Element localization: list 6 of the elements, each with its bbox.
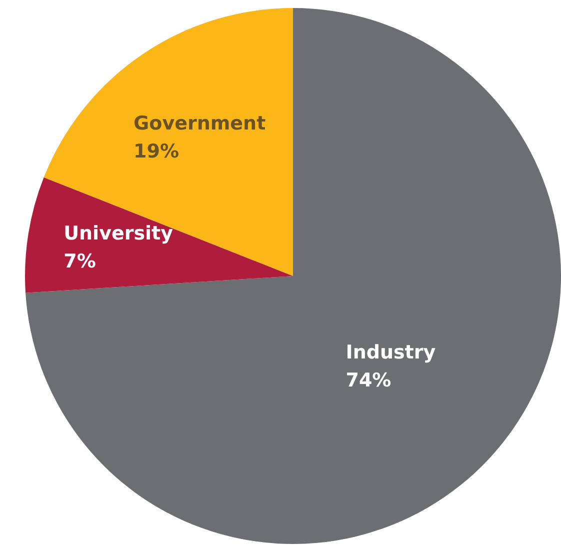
slice-label: Industry [346,342,436,364]
data-label: 74% [346,370,392,392]
slice-label: University [64,222,174,244]
slice-label: Government [134,112,266,135]
data-label: 19% [134,140,180,163]
data-label: 7% [64,250,96,272]
